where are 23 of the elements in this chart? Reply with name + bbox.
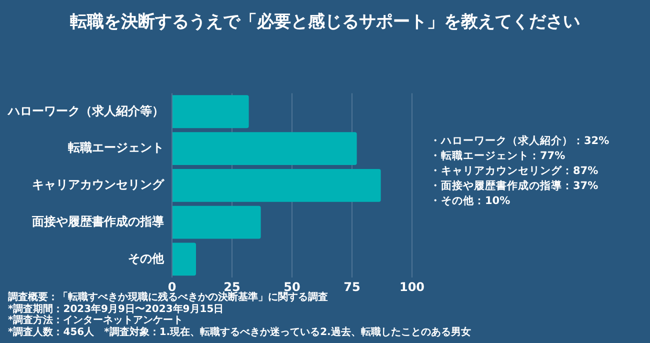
text: ・面接や履歴書作成の指導：37% [430, 179, 600, 194]
text: ・キャリアカウンセリング：87% [430, 164, 600, 179]
x-tick-label: 75 [344, 280, 360, 294]
y-tick-label: その他 [128, 251, 165, 266]
text: *調査人数：456人 *調査対象：1.現在、転職するべきか迷っている2.過去、転職したことのある男女 [8, 326, 471, 338]
chart-title: 転職を決断するうえで「必要と感じるサポート」を教えてください [69, 11, 581, 33]
text: 調査概要：「転職すべきか現職に残るべきかの決断基準」に関する調査 [8, 292, 329, 303]
text: ・転職エージェント：77% [430, 149, 566, 164]
text: *調査方法：インターネットアンケート [8, 315, 184, 326]
x-tick-label: 100 [399, 280, 425, 294]
bar [172, 242, 196, 276]
y-tick-label: 転職エージェント [68, 140, 164, 155]
y-tick-label: ハローワーク（求人紹介等） [7, 104, 164, 118]
text: *調査期間：2023年9月9日〜2023年9月15日 [8, 304, 225, 314]
bar [172, 132, 357, 165]
y-tick-label: キャリアカウンセリング [32, 178, 165, 192]
x-tick-label: 0 [168, 280, 176, 294]
bar [172, 95, 249, 128]
bar [172, 168, 381, 202]
text: ・その他：10% [430, 194, 512, 209]
y-tick-label: 面接や履歴書作成の指導 [31, 214, 165, 228]
text: ・ハローワーク（求人紹介）：32% [430, 134, 610, 149]
bar [172, 206, 261, 239]
